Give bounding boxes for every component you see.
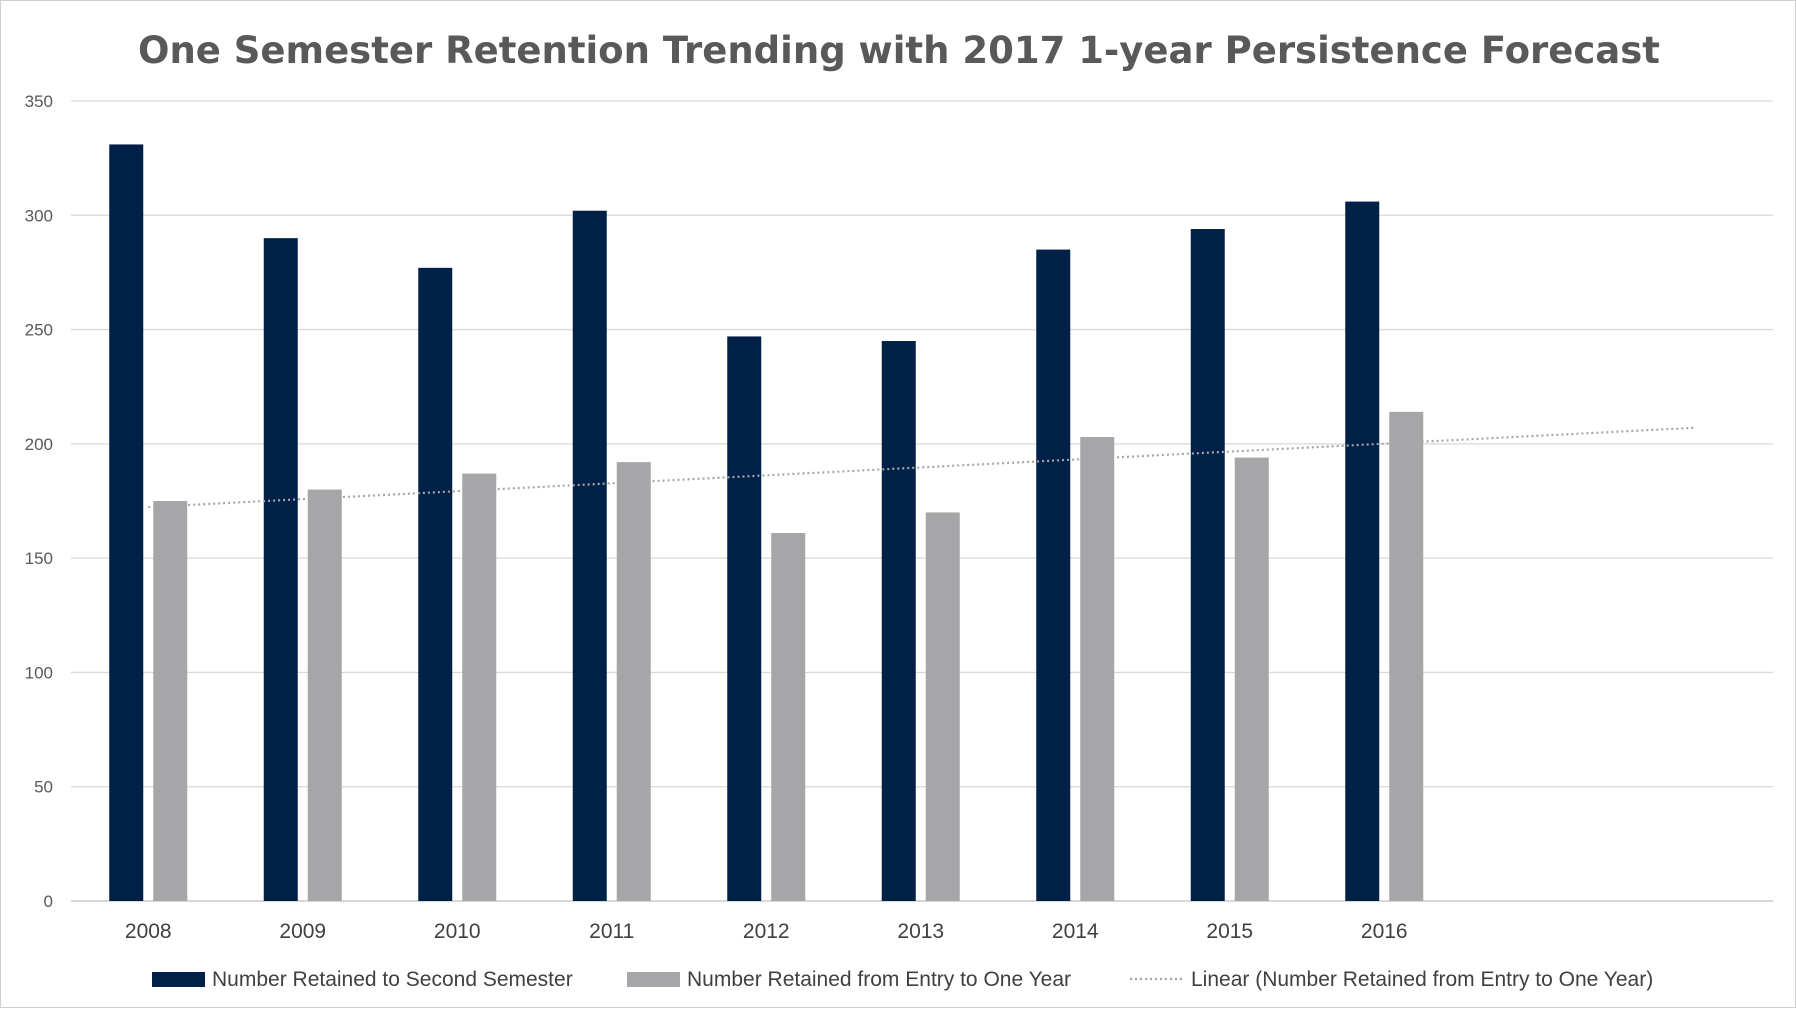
- legend-label-second-semester: Number Retained to Second Semester: [212, 968, 573, 991]
- bar-one-year-2011: [616, 462, 651, 901]
- legend-swatch-second-semester: [152, 972, 205, 987]
- x-tick-label: 2012: [743, 920, 790, 943]
- bar-second-semester-2013: [881, 341, 916, 901]
- chart-title: One Semester Retention Trending with 201…: [138, 29, 1660, 72]
- y-tick-label: 350: [25, 92, 53, 111]
- trendline: [148, 426, 1694, 509]
- y-tick-label: 50: [34, 778, 53, 797]
- x-tick-label: 2011: [589, 920, 634, 943]
- y-tick-label: 200: [25, 435, 53, 454]
- y-tick-label: 150: [25, 549, 53, 568]
- x-tick-label: 2015: [1206, 920, 1253, 943]
- x-tick-label: 2008: [125, 920, 172, 943]
- bar-one-year-2015: [1234, 457, 1269, 901]
- bar-one-year-2012: [771, 533, 806, 901]
- x-tick-label: 2009: [279, 920, 326, 943]
- x-tick-label: 2014: [1052, 920, 1099, 943]
- bar-second-semester-2009: [263, 238, 298, 902]
- bar-second-semester-2014: [1036, 249, 1071, 902]
- bar-one-year-2013: [925, 512, 960, 901]
- bar-second-semester-2010: [418, 267, 453, 901]
- x-tick-label: 2010: [434, 920, 481, 943]
- legend-label-one-year: Number Retained from Entry to One Year: [687, 968, 1071, 991]
- bar-second-semester-2008: [109, 144, 144, 901]
- bar-second-semester-2015: [1190, 229, 1225, 901]
- bar-second-semester-2012: [727, 336, 762, 901]
- y-tick-label: 100: [25, 663, 53, 682]
- x-tick-label: 2016: [1361, 920, 1408, 943]
- bar-one-year-2010: [462, 473, 497, 901]
- bar-second-semester-2011: [572, 210, 607, 901]
- legend-label-trendline: Linear (Number Retained from Entry to On…: [1191, 968, 1653, 991]
- legend-swatch-one-year: [627, 972, 680, 987]
- y-tick-label: 300: [25, 206, 53, 225]
- x-tick-label: 2013: [897, 920, 944, 943]
- bar-one-year-2008: [153, 501, 188, 901]
- y-tick-label: 250: [25, 321, 53, 340]
- bar-second-semester-2016: [1345, 201, 1380, 902]
- bar-one-year-2016: [1389, 411, 1424, 901]
- bar-one-year-2014: [1080, 437, 1115, 901]
- y-tick-label: 0: [44, 892, 53, 911]
- bar-one-year-2009: [307, 489, 342, 901]
